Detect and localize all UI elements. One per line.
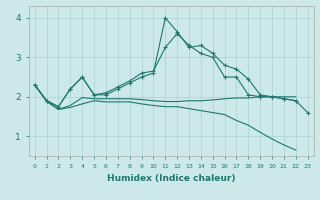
X-axis label: Humidex (Indice chaleur): Humidex (Indice chaleur) xyxy=(107,174,236,183)
